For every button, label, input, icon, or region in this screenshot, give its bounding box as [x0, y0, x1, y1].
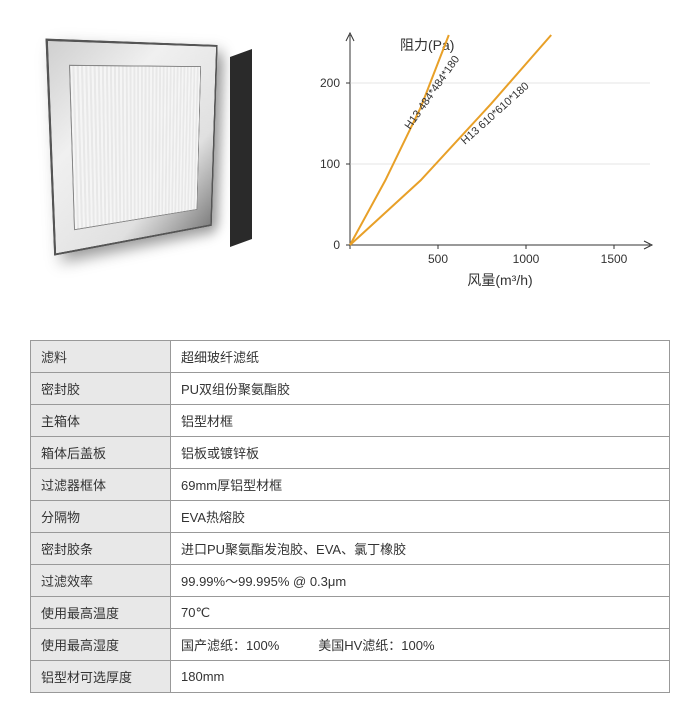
spec-label: 箱体后盖板 [31, 437, 171, 469]
spec-label: 过滤器框体 [31, 469, 171, 501]
table-row: 主箱体铝型材框 [31, 405, 670, 437]
spec-label: 铝型材可选厚度 [31, 661, 171, 693]
table-row: 过滤效率99.99%～99.995% @ 0.3μm [31, 565, 670, 597]
x-tick-500: 500 [428, 252, 448, 266]
x-tick-1000: 1000 [513, 252, 540, 266]
table-row: 过滤器框体69mm厚铝型材框 [31, 469, 670, 501]
table-row: 滤料超细玻纤滤纸 [31, 341, 670, 373]
table-row: 使用最高湿度国产滤纸：100% 美国HV滤纸：100% [31, 629, 670, 661]
y-tick-200: 200 [320, 76, 340, 90]
spec-label: 密封胶条 [31, 533, 171, 565]
spec-label: 密封胶 [31, 373, 171, 405]
spec-table: 滤料超细玻纤滤纸密封胶PU双组份聚氨酯胶主箱体铝型材框箱体后盖板铝板或镀锌板过滤… [30, 340, 670, 693]
spec-value: PU双组份聚氨酯胶 [171, 373, 670, 405]
spec-label: 滤料 [31, 341, 171, 373]
filter-side-panel [230, 49, 252, 247]
spec-value: 99.99%～99.995% @ 0.3μm [171, 565, 670, 597]
resistance-chart: 0 100 200 500 1000 1500 阻力(Pa) 风量(m³/ [290, 15, 670, 315]
spec-label: 分隔物 [31, 501, 171, 533]
series-line-0 [350, 35, 449, 245]
y-ticks: 0 100 200 [320, 76, 650, 252]
spec-value: 进口PU聚氨酯发泡胶、EVA、氯丁橡胶 [171, 533, 670, 565]
spec-value: 国产滤纸：100% 美国HV滤纸：100% [171, 629, 670, 661]
series-label-1: H13 610*610*180 [459, 80, 532, 147]
table-row: 铝型材可选厚度180mm [31, 661, 670, 693]
spec-value: 70℃ [171, 597, 670, 629]
table-row: 使用最高温度70℃ [31, 597, 670, 629]
spec-value: EVA热熔胶 [171, 501, 670, 533]
product-image [30, 15, 250, 295]
chart-svg: 0 100 200 500 1000 1500 阻力(Pa) 风量(m³/ [290, 15, 670, 295]
filter-frame [45, 39, 217, 256]
x-ticks: 500 1000 1500 [350, 245, 628, 266]
spec-value: 铝型材框 [171, 405, 670, 437]
table-row: 箱体后盖板铝板或镀锌板 [31, 437, 670, 469]
spec-value: 69mm厚铝型材框 [171, 469, 670, 501]
table-row: 密封胶PU双组份聚氨酯胶 [31, 373, 670, 405]
x-tick-1500: 1500 [601, 252, 628, 266]
series-label-0: H13 484*484*180 [403, 54, 463, 132]
top-section: 0 100 200 500 1000 1500 阻力(Pa) 风量(m³/ [30, 15, 670, 315]
spec-label: 使用最高温度 [31, 597, 171, 629]
spec-value: 铝板或镀锌板 [171, 437, 670, 469]
spec-value: 超细玻纤滤纸 [171, 341, 670, 373]
filter-mesh [69, 64, 202, 230]
spec-value: 180mm [171, 661, 670, 693]
table-row: 密封胶条进口PU聚氨酯发泡胶、EVA、氯丁橡胶 [31, 533, 670, 565]
y-tick-0: 0 [333, 238, 340, 252]
spec-label: 使用最高湿度 [31, 629, 171, 661]
table-row: 分隔物EVA热熔胶 [31, 501, 670, 533]
spec-label: 主箱体 [31, 405, 171, 437]
x-axis-label: 风量(m³/h) [467, 272, 532, 288]
spec-label: 过滤效率 [31, 565, 171, 597]
y-tick-100: 100 [320, 157, 340, 171]
